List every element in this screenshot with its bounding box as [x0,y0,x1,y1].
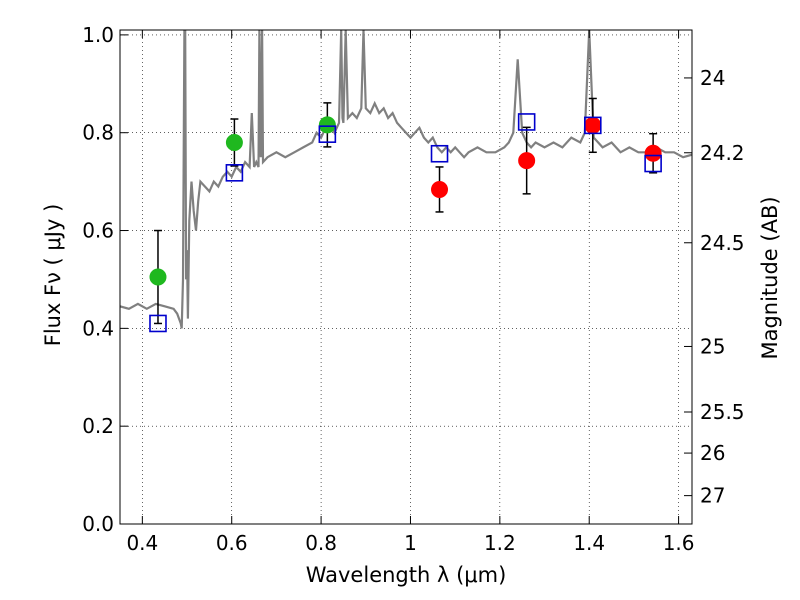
x-tick-label: 1.4 [573,531,605,555]
x-tick-label: 1.6 [663,531,695,555]
spectrum-layer [120,30,692,329]
y2-tick-label: 26 [700,441,725,465]
circle-marker [431,180,449,198]
x-tick-label: 0.4 [126,531,158,555]
y2-tick-label: 25.5 [700,400,745,424]
y-tick-label: 0.2 [82,414,114,438]
plot-frame [119,29,693,525]
x-tick-label: 0.6 [216,531,248,555]
y-tick-label: 0.8 [82,121,114,145]
data-points [149,97,662,333]
square-marker [583,116,602,135]
square-marker [517,113,536,131]
square-marker [430,144,449,163]
square-marker [644,154,662,173]
circle-marker [644,144,662,162]
circle-marker [225,133,243,151]
y2-tick-label: 25 [700,334,725,358]
y-tick-label: 0.6 [82,219,114,243]
x-tick-label: 1 [404,531,417,555]
x-axis-label: Wavelength λ (μm) [306,563,507,587]
square-marker [318,125,337,143]
y-tick-label: 1.0 [82,23,114,47]
square-marker [149,314,167,333]
y2-tick-label: 24.5 [700,231,745,255]
y-axis-label: Flux Fν ( μJy ) [41,204,65,347]
y-tick-label: 0.4 [82,316,114,340]
axis-ticks: 0.4 0.6 0.8 1 1.2 1.4 1.6 0.0 0.2 0.4 0.6 0.8 1.0 24 2… [82,23,744,555]
y2-tick-label: 24 [700,66,725,90]
circle-marker [149,268,167,286]
square-marker [225,164,244,182]
circle-marker [318,116,336,134]
x-tick-label: 1.2 [484,531,516,555]
spectrum-line [120,30,692,329]
circle-marker [584,116,602,134]
y2-axis-label: Magnitude (AB) [758,196,782,359]
y-tick-label: 0.0 [82,512,114,536]
grid [120,30,692,525]
y2-tick-label: 24.2 [700,141,745,165]
circle-marker [518,152,536,170]
x-tick-label: 0.8 [305,531,337,555]
y2-tick-label: 27 [700,484,725,508]
